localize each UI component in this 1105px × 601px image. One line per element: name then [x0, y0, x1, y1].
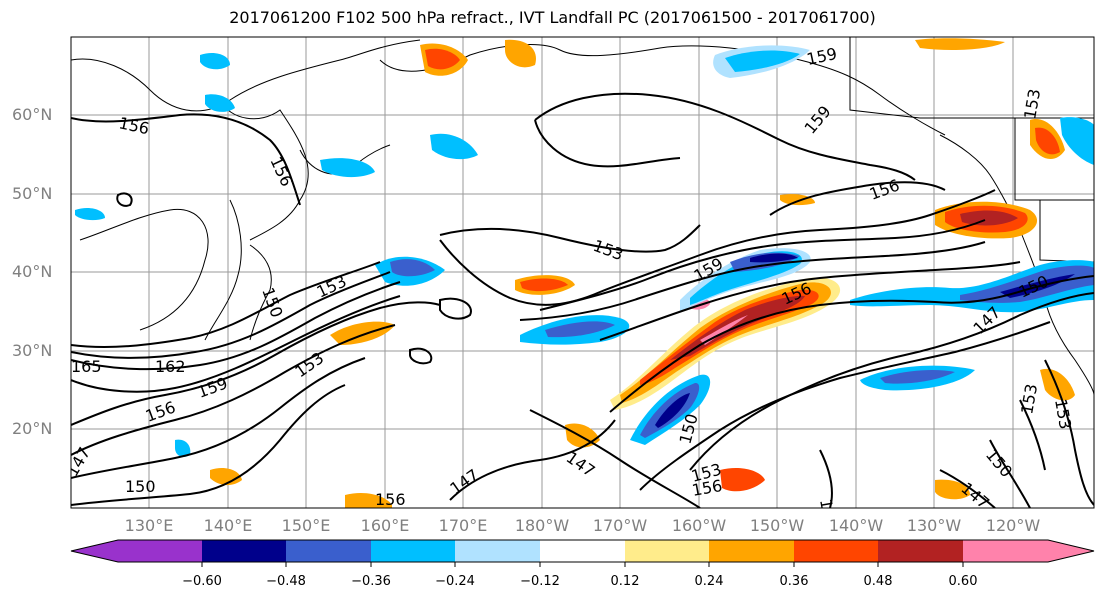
lon-label: 150°W	[749, 516, 805, 535]
map-frame	[70, 36, 1095, 509]
lon-label: 160°W	[671, 516, 727, 535]
colorbar-segment	[794, 540, 878, 562]
colorbar-tick-label: −0.48	[266, 574, 306, 589]
contour-label: 162	[155, 357, 186, 376]
colorbar-tick-label: 0.48	[863, 574, 893, 589]
colorbar-segment	[709, 540, 794, 562]
colorbar	[70, 539, 1095, 567]
lat-label: 50°N	[12, 184, 53, 203]
contour-label: 165	[71, 357, 102, 376]
gridlines	[71, 37, 1094, 508]
colorbar-segment	[371, 540, 455, 562]
lon-label: 150°E	[281, 516, 331, 535]
colorbar-outline	[70, 539, 1095, 563]
lon-label: 170°W	[592, 516, 648, 535]
colorbar-tick-label: 0.36	[779, 574, 809, 589]
contour-label: 150	[816, 497, 840, 530]
lon-label: 160°E	[360, 516, 410, 535]
coastlines	[71, 37, 1094, 396]
colorbar-segment	[455, 540, 540, 562]
colorbar-tick-label: −0.12	[520, 574, 560, 589]
lat-label: 60°N	[12, 105, 53, 124]
colorbar-tick-label: −0.60	[182, 574, 222, 589]
colorbar-segment	[118, 540, 202, 562]
map-title: 2017061200 F102 500 hPa refract., IVT La…	[229, 8, 876, 27]
colorbar-segment	[625, 540, 709, 562]
lon-label: 130°W	[906, 516, 962, 535]
colorbar-tick-label: 0.24	[694, 574, 724, 589]
lon-label: 120°W	[985, 516, 1041, 535]
colorbar-tick-label: −0.24	[435, 574, 475, 589]
lon-label: 140°E	[203, 516, 253, 535]
colorbar-segment	[540, 540, 625, 562]
colorbar-tick-label: 0.60	[948, 574, 978, 589]
lat-label: 40°N	[12, 262, 53, 281]
colorbar-tick-label: −0.36	[351, 574, 391, 589]
lat-label: 30°N	[12, 341, 53, 360]
colorbar-segment	[286, 540, 371, 562]
lon-label: 140°W	[828, 516, 884, 535]
lat-label: 20°N	[12, 419, 53, 438]
colorbar-tick-label: 0.12	[610, 574, 640, 589]
colorbar-extend-min	[71, 540, 118, 562]
lon-label: 170°E	[438, 516, 488, 535]
contour-label: 156	[375, 490, 406, 509]
lon-label: 180°W	[514, 516, 570, 535]
colorbar-extend-max	[963, 540, 1094, 562]
colorbar-segment	[202, 540, 286, 562]
contour-label: 150	[125, 477, 156, 496]
lon-label: 130°E	[124, 516, 174, 535]
contours	[71, 92, 1094, 508]
colorbar-segment	[878, 540, 963, 562]
